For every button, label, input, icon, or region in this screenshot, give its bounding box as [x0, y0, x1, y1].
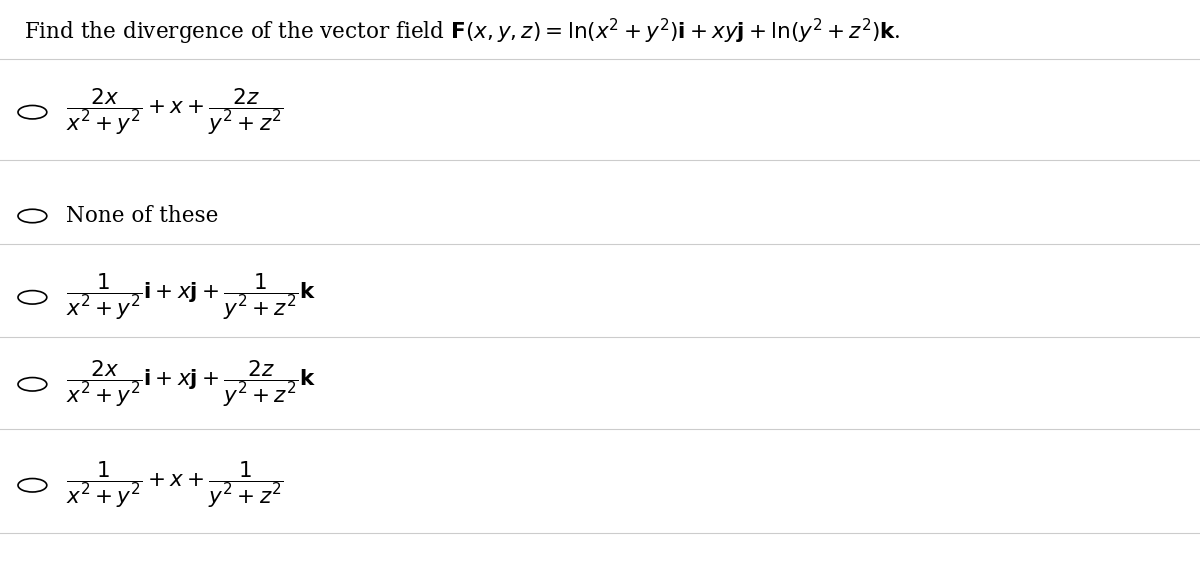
Text: $\dfrac{1}{x^2 + y^2} + x + \dfrac{1}{y^2 + z^2}$: $\dfrac{1}{x^2 + y^2} + x + \dfrac{1}{y^…: [66, 460, 283, 511]
Text: Find the divergence of the vector field $\mathbf{F}(x, y, z) = \ln(x^2 + y^2)\ma: Find the divergence of the vector field …: [24, 17, 901, 47]
Text: None of these: None of these: [66, 205, 218, 227]
Text: $\dfrac{2x}{x^2 + y^2}\mathbf{i} + x\mathbf{j} + \dfrac{2z}{y^2 + z^2}\mathbf{k}: $\dfrac{2x}{x^2 + y^2}\mathbf{i} + x\mat…: [66, 359, 316, 410]
Text: $\dfrac{2x}{x^2 + y^2} + x + \dfrac{2z}{y^2 + z^2}$: $\dfrac{2x}{x^2 + y^2} + x + \dfrac{2z}{…: [66, 87, 283, 137]
Text: $\dfrac{1}{x^2 + y^2}\mathbf{i} + x\mathbf{j} + \dfrac{1}{y^2 + z^2}\mathbf{k}$: $\dfrac{1}{x^2 + y^2}\mathbf{i} + x\math…: [66, 272, 316, 323]
